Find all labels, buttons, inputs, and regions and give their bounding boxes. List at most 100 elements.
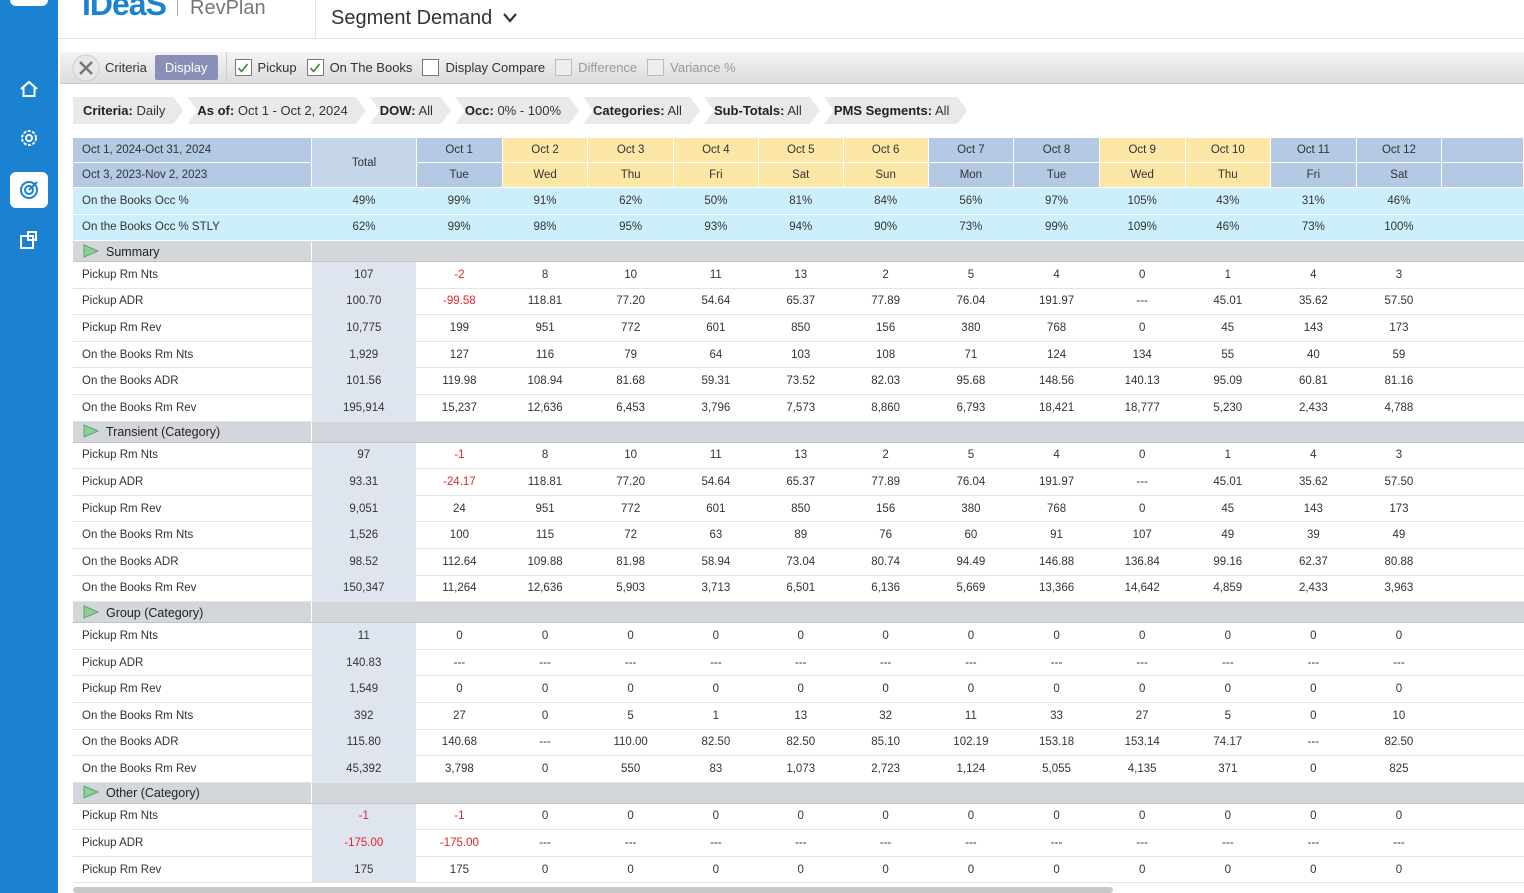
value-cell: 57.50	[1356, 288, 1442, 316]
value-cell: 40	[1270, 341, 1357, 369]
section-row[interactable]: Group (Category)	[73, 601, 1524, 624]
value-cell: 2,433	[1270, 394, 1357, 422]
value-cell: 0	[1099, 495, 1185, 523]
menu-button[interactable]	[10, 0, 48, 6]
strategy-icon[interactable]	[10, 172, 48, 208]
value-cell: 0	[673, 675, 759, 703]
option-label: Display Compare	[445, 60, 546, 75]
criteria-label: Criteria	[105, 60, 147, 75]
expand-icon[interactable]	[82, 604, 100, 619]
option[interactable]: On The Books	[306, 59, 412, 76]
option[interactable]: Pickup	[234, 59, 297, 76]
checkbox	[234, 59, 252, 76]
filter-chip[interactable]: Criteria: Daily	[73, 97, 183, 124]
filter-chip[interactable]: Occ: 0% - 100%	[455, 97, 579, 124]
filter-chip[interactable]: DOW: All	[370, 97, 451, 124]
total-cell: 9,051	[311, 495, 417, 523]
value-cell: 146.88	[1013, 548, 1100, 576]
section-label: Summary	[73, 240, 313, 262]
section-name: Summary	[106, 244, 160, 259]
value-cell: 90%	[843, 214, 929, 241]
value-cell: 134	[1099, 341, 1185, 369]
value-cell: 5,230	[1185, 394, 1271, 422]
total-cell: 1,929	[311, 341, 417, 369]
total-cell: 195,914	[311, 394, 417, 422]
value-cell: 5,669	[928, 575, 1014, 603]
row-label: Pickup Rm Nts	[73, 622, 312, 650]
value-cell: 81.68	[587, 367, 674, 395]
value-cell: 772	[587, 314, 674, 342]
value-cell	[1441, 442, 1524, 470]
total-cell: 62%	[311, 214, 417, 241]
checkbox	[306, 59, 324, 76]
row-label: On the Books ADR	[73, 729, 312, 757]
value-cell: 58.94	[673, 548, 759, 576]
value-cell: 11,264	[416, 575, 503, 603]
total-cell: 107	[311, 261, 417, 289]
value-cell: 3	[1356, 442, 1442, 470]
value-cell: 14,642	[1099, 575, 1185, 603]
total-cell: 1,549	[311, 675, 417, 703]
option: Variance %	[647, 59, 736, 76]
expand-icon[interactable]	[82, 785, 100, 799]
criteria-button[interactable]: Criteria	[72, 54, 147, 82]
expand-icon[interactable]	[82, 424, 100, 438]
value-cell: 0	[1185, 622, 1271, 650]
value-cell: 84%	[843, 187, 929, 215]
section-row[interactable]: Transient (Category)	[73, 421, 1524, 443]
value-cell: 850	[758, 314, 844, 342]
value-cell: 0	[502, 755, 588, 783]
filter-chip[interactable]: PMS Segments: All	[824, 97, 968, 124]
value-cell: 5	[1185, 702, 1271, 730]
value-cell: 91%	[502, 187, 588, 215]
value-cell: 0	[1270, 755, 1357, 783]
scrollbar[interactable]	[73, 887, 1113, 893]
data-row: On the Books Rm Nts 1,929 127 116 79 64 103 108…	[73, 341, 1524, 369]
value-cell: 85.10	[843, 729, 929, 757]
option[interactable]: Display Compare	[422, 59, 545, 76]
data-row: Pickup Rm Nts 107 -2 8 10 11 13 2 5 4 0 1 4 3	[73, 261, 1524, 289]
value-cell: 77.20	[587, 468, 674, 496]
extensions-icon[interactable]	[10, 222, 48, 258]
expand-icon[interactable]	[82, 243, 100, 258]
date-header: Oct 8	[1013, 138, 1100, 163]
value-cell: 63	[673, 521, 759, 549]
date-header	[1441, 138, 1524, 163]
filter-chip[interactable]: Sub-Totals: All	[704, 97, 820, 124]
value-cell: 77.20	[587, 288, 674, 316]
value-cell: 0	[843, 675, 929, 703]
total-cell: 45,392	[311, 755, 417, 783]
home-icon[interactable]	[10, 71, 48, 107]
row-label: Pickup Rm Rev	[73, 675, 312, 703]
value-cell: 6,136	[843, 575, 929, 603]
date-header: Oct 1	[416, 138, 503, 163]
value-cell: 0	[1356, 675, 1442, 703]
filter-value: All	[418, 103, 433, 118]
value-cell	[1441, 548, 1524, 576]
value-cell: 99%	[1013, 214, 1100, 241]
value-cell: 109.88	[502, 548, 588, 576]
value-cell: 27	[416, 702, 503, 730]
value-cell: 601	[673, 495, 759, 523]
section-row[interactable]: Summary	[73, 240, 1524, 262]
filter-chip[interactable]: Categories: All	[583, 97, 700, 124]
value-cell: 0	[1270, 702, 1357, 730]
value-cell: 0	[502, 622, 588, 650]
total-cell: 10,775	[311, 314, 417, 342]
value-cell	[1441, 468, 1524, 496]
filter-chip[interactable]: As of: Oct 1 - Oct 2, 2024	[187, 97, 365, 124]
value-cell: 6,453	[587, 394, 674, 422]
total-cell: 150,347	[311, 575, 417, 603]
value-cell: 110.00	[587, 729, 674, 757]
value-cell: 173	[1356, 314, 1442, 342]
total-cell: -1	[311, 803, 417, 831]
page-title[interactable]: Segment Demand	[331, 7, 518, 30]
value-cell: 2,433	[1270, 575, 1357, 603]
value-cell: 0	[1099, 856, 1185, 884]
section-row[interactable]: Other (Category)	[73, 782, 1524, 804]
settings-icon[interactable]	[10, 120, 48, 156]
value-cell: 54.64	[673, 288, 759, 316]
value-cell: 10	[1356, 702, 1442, 730]
display-button[interactable]: Display	[154, 55, 218, 80]
